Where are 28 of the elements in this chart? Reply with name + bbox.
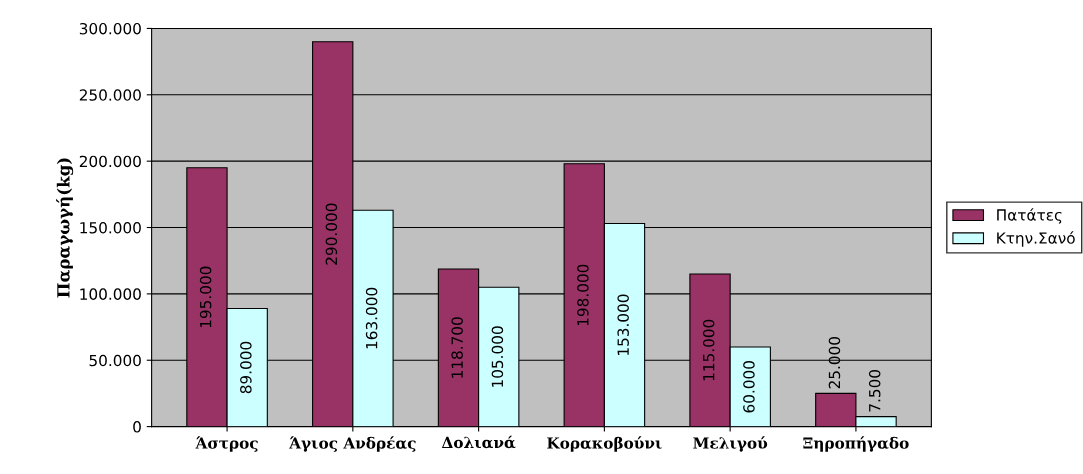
data-label: 195.000 — [199, 266, 212, 328]
data-label: 60.000 — [743, 361, 755, 413]
data-label: 89.000 — [240, 341, 252, 394]
y-tick-label: 50.000 — [89, 354, 141, 367]
x-tick-label: Μελιγού — [693, 436, 768, 452]
y-tick-label: 250.000 — [79, 89, 141, 101]
data-label: 105.000 — [491, 326, 504, 387]
y-tick-label: 300.000 — [79, 22, 141, 35]
y-axis-title: Παραγωγή(kg) — [56, 158, 74, 298]
legend-label: Κτην.Σανό — [997, 231, 1075, 247]
x-tick-label: Άγιος Ανδρέας — [289, 436, 416, 452]
data-label: 163.000 — [365, 287, 378, 349]
legend-label: Πατάτες — [997, 208, 1062, 224]
x-tick-label: Άστρος — [195, 436, 258, 452]
x-tick-label: Κορακοβούνι — [547, 436, 662, 452]
y-tick-label: 200.000 — [79, 155, 141, 168]
y-tick-label: 100.000 — [80, 288, 141, 300]
data-label: 118.700 — [451, 317, 463, 378]
y-tick-label: 150.000 — [80, 221, 141, 234]
data-label: 290.000 — [325, 203, 338, 265]
data-label: 25.000 — [828, 337, 841, 389]
x-tick-label: Ξηροπήγαδο — [803, 436, 909, 452]
data-label: 115.000 — [702, 319, 715, 381]
x-tick-label: Δολιανά — [441, 435, 516, 449]
y-tick-label: 0 — [133, 421, 141, 433]
data-label: 7.500 — [868, 369, 881, 412]
data-label: 153.000 — [617, 294, 629, 355]
data-label: 198.000 — [577, 264, 589, 326]
